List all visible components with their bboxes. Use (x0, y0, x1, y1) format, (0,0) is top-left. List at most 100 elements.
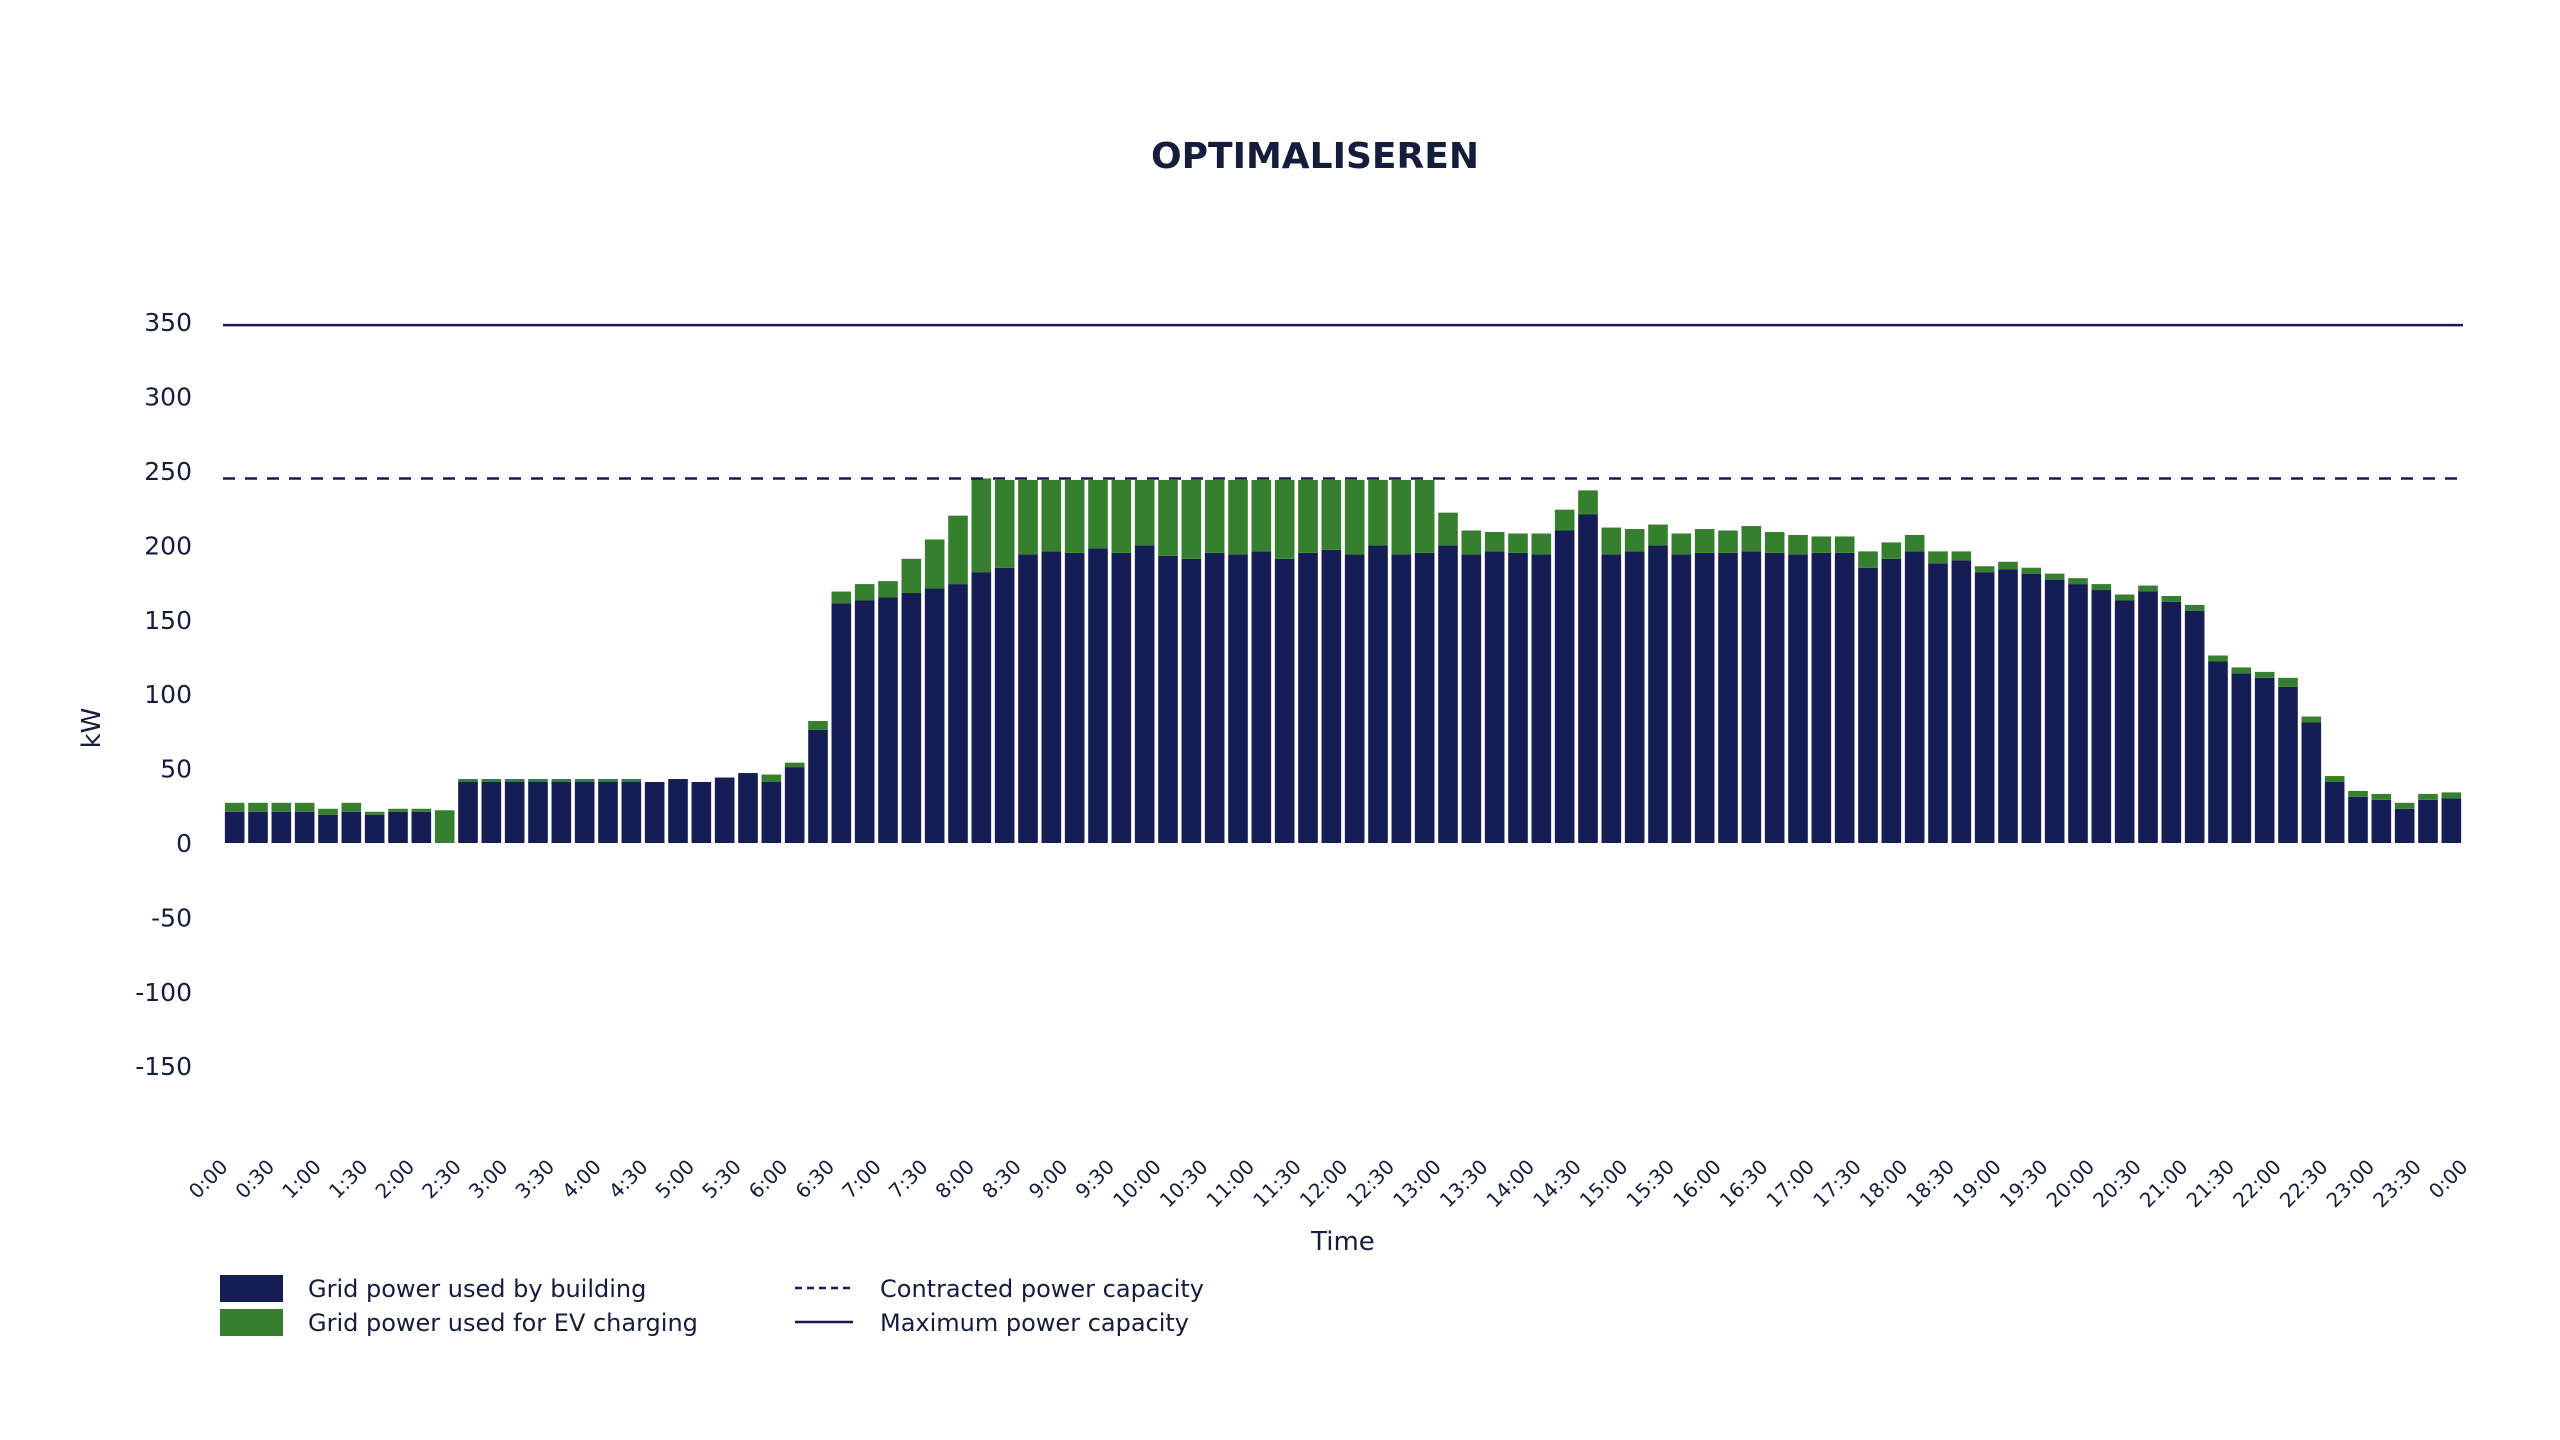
bar-ev-charging (1764, 532, 1785, 553)
x-tick-label: 5:00 (650, 1155, 699, 1204)
x-tick-label: 23:00 (2321, 1155, 2379, 1213)
bar-building (1414, 552, 1435, 843)
bar-building (224, 811, 245, 843)
x-tick-label: 8:30 (977, 1155, 1026, 1204)
bar-ev-charging (1951, 551, 1972, 561)
x-tick-label: 21:30 (2181, 1155, 2239, 1213)
bar-building (2371, 799, 2392, 843)
bar-ev-charging (481, 779, 502, 782)
x-axis-ticks: 0:000:301:001:302:002:303:003:304:004:30… (184, 1155, 2473, 1213)
bar-building (1741, 551, 1762, 843)
bar-ev-charging (528, 779, 548, 782)
bar-building (574, 781, 595, 843)
bar-building (481, 781, 502, 843)
bar-building (1951, 560, 1972, 843)
bar-building (1764, 552, 1785, 843)
bar-ev-charging (1624, 529, 1645, 552)
bar-building (1111, 552, 1132, 843)
bar-ev-charging (2044, 573, 2065, 580)
y-axis-ticks: 350 300 250 200 150 100 50 0 -50 -100 -150 (135, 308, 192, 1081)
bar-ev-charging (574, 779, 595, 782)
x-tick-label: 4:00 (557, 1155, 606, 1204)
bar-building (1438, 545, 1458, 843)
x-tick-label: 13:00 (1388, 1155, 1446, 1213)
bar-building (411, 811, 432, 843)
bar-ev-charging (1274, 479, 1295, 559)
bar-building (1694, 552, 1715, 843)
bar-ev-charging (318, 808, 338, 815)
x-tick-label: 7:30 (884, 1155, 933, 1204)
bar-building (2394, 808, 2415, 843)
x-tick-label: 12:30 (1341, 1155, 1399, 1213)
x-tick-label: 18:30 (1901, 1155, 1959, 1213)
bar-building (248, 811, 268, 843)
x-tick-label: 3:30 (510, 1155, 559, 1204)
bar-ev-charging (1134, 479, 1155, 546)
bar-building (294, 811, 315, 843)
bar-ev-charging (2231, 667, 2252, 674)
bar-building (1134, 545, 1155, 843)
bar-ev-charging (1041, 479, 1062, 552)
bar-ev-charging (2254, 671, 2275, 678)
bar-building (1181, 558, 1202, 843)
bar-ev-charging (341, 802, 362, 812)
x-tick-label: 22:30 (2275, 1155, 2333, 1213)
bar-ev-charging (2138, 585, 2158, 592)
bar-building (1391, 554, 1412, 843)
legend-label: Grid power used by building (308, 1275, 646, 1303)
bar-ev-charging (1181, 479, 1202, 559)
bar-building (2138, 591, 2158, 843)
x-tick-label: 20:30 (2088, 1155, 2146, 1213)
legend-swatch-ev (220, 1309, 283, 1336)
bar-building (2348, 796, 2368, 843)
x-tick-label: 20:00 (2041, 1155, 2099, 1213)
bar-building (1368, 545, 1388, 843)
bar-building (1928, 563, 1948, 843)
bar-building (1858, 567, 1878, 843)
bars-group (224, 478, 2462, 843)
bar-ev-charging (1158, 479, 1178, 556)
bar-ev-charging (831, 591, 852, 604)
x-tick-label: 15:30 (1621, 1155, 1679, 1213)
bar-ev-charging (761, 774, 782, 782)
bar-building (1881, 558, 1902, 843)
bar-ev-charging (1484, 532, 1505, 552)
y-tick-label: -50 (151, 903, 192, 932)
bar-ev-charging (1018, 479, 1038, 555)
bar-building (854, 600, 875, 843)
bar-ev-charging (2441, 792, 2462, 799)
bar-building (1811, 552, 1832, 843)
bar-ev-charging (2091, 584, 2112, 591)
legend-swatch-building (220, 1275, 283, 1302)
bar-ev-charging (621, 779, 642, 782)
y-tick-label: -100 (135, 978, 192, 1007)
bar-building (1578, 514, 1598, 843)
bar-building (1554, 530, 1575, 843)
x-tick-label: 11:30 (1248, 1155, 1306, 1213)
x-tick-label: 22:00 (2228, 1155, 2286, 1213)
bar-ev-charging (1064, 479, 1085, 553)
x-tick-label: 0:30 (230, 1155, 279, 1204)
x-tick-label: 10:00 (1108, 1155, 1166, 1213)
bar-ev-charging (1251, 479, 1272, 552)
bar-building (2184, 610, 2205, 843)
bar-building (1508, 552, 1528, 843)
x-tick-label: 6:00 (744, 1155, 793, 1204)
x-tick-label: 6:30 (790, 1155, 839, 1204)
bar-ev-charging (1204, 479, 1225, 553)
bar-ev-charging (388, 808, 408, 812)
bar-ev-charging (1298, 479, 1318, 553)
x-tick-label: 1:00 (277, 1155, 326, 1204)
legend-label: Contracted power capacity (880, 1275, 1204, 1303)
chart-title: OPTIMALISEREN (1151, 136, 1479, 177)
bar-building (831, 603, 852, 843)
bar-building (1601, 554, 1622, 843)
bar-ev-charging (1904, 534, 1925, 552)
x-tick-label: 17:00 (1761, 1155, 1819, 1213)
y-axis-label: kW (77, 708, 107, 749)
bar-building (994, 567, 1015, 843)
bar-building (1251, 551, 1272, 843)
bar-ev-charging (1508, 533, 1528, 553)
legend: Grid power used by building Grid power us… (220, 1275, 1204, 1337)
bar-ev-charging (1414, 479, 1435, 553)
